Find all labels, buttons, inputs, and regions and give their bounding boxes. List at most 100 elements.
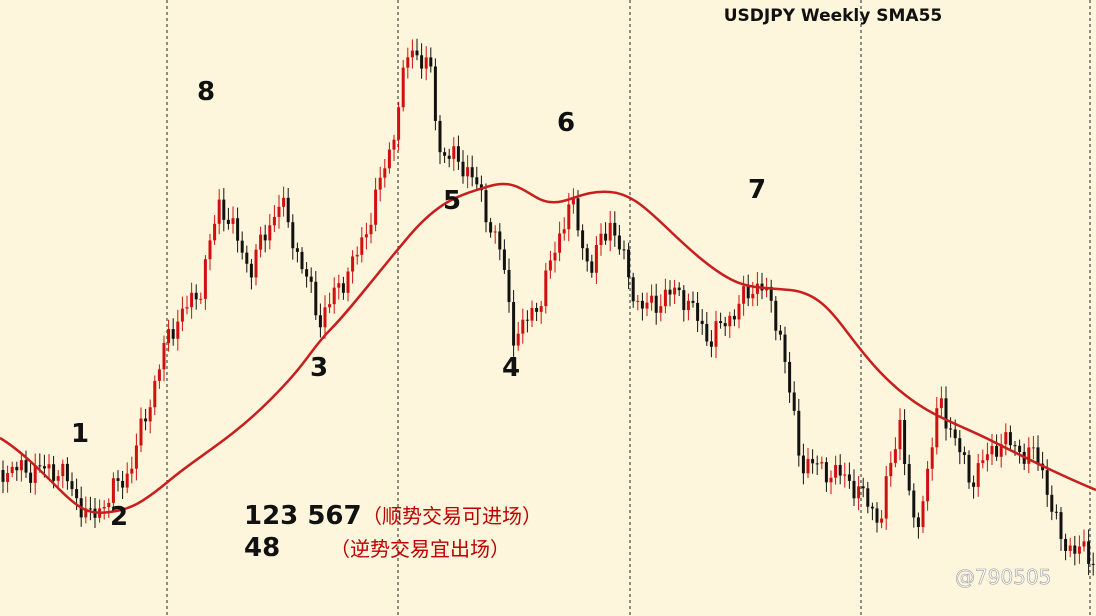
candle-body — [121, 480, 125, 488]
candle-body — [6, 473, 10, 482]
candle-body — [571, 198, 575, 205]
candle-body — [949, 428, 953, 430]
candle-body — [778, 330, 782, 335]
candle-body — [162, 342, 166, 370]
candle-body — [176, 321, 180, 339]
candle-body — [153, 380, 157, 408]
candle-body — [801, 455, 805, 474]
candle-body — [613, 222, 617, 236]
candle-body — [452, 146, 456, 159]
candle-body — [558, 233, 562, 253]
candle-body — [604, 233, 608, 241]
candle-body — [719, 321, 723, 324]
candle-body — [967, 454, 971, 483]
candle-body — [203, 259, 207, 299]
candle-body — [811, 459, 815, 464]
sma55-line — [0, 182, 1096, 514]
candle-body — [1054, 511, 1058, 513]
candle-body — [180, 308, 184, 322]
candle-body — [700, 320, 704, 324]
candle-body — [392, 139, 396, 150]
candle-body — [792, 392, 796, 411]
candle-body — [686, 300, 690, 311]
candle-body — [194, 292, 198, 300]
candle-body — [231, 218, 235, 224]
candle-body — [254, 249, 258, 278]
candle-body — [972, 482, 976, 487]
annotation: 5 — [443, 186, 461, 216]
candle-body — [516, 333, 520, 346]
candle-body — [65, 463, 69, 482]
candle-body — [916, 517, 920, 528]
candle-body — [383, 168, 387, 178]
annotation: 1 — [71, 419, 89, 449]
candle-body — [111, 478, 115, 503]
candle-body — [190, 292, 194, 308]
candle-body — [838, 464, 842, 476]
candle-body — [470, 167, 474, 178]
candle-body — [185, 307, 189, 309]
candle-body — [295, 248, 299, 252]
candle-body — [1059, 512, 1063, 539]
candle-body — [806, 459, 810, 474]
candle-body — [1082, 541, 1086, 547]
legend-note: （逆势交易宜出场） — [330, 537, 510, 561]
candle-body — [746, 286, 750, 299]
candle-body — [1091, 563, 1095, 565]
candle-body — [539, 306, 543, 312]
candle-body — [84, 508, 88, 518]
candle-body — [880, 518, 884, 523]
candle-body — [834, 464, 838, 478]
candle-body — [157, 369, 161, 381]
candle-body — [797, 410, 801, 456]
candle-body — [843, 474, 847, 476]
candle-body — [484, 190, 488, 223]
candle-body — [714, 321, 718, 347]
candle-body — [590, 261, 594, 273]
candle-body — [654, 295, 658, 313]
candle-body — [222, 199, 226, 220]
candle-body — [682, 290, 686, 311]
annotation: 8 — [197, 77, 215, 107]
candle-body — [847, 474, 851, 481]
candle-body — [645, 302, 649, 309]
candle-body — [1018, 445, 1022, 452]
annotation: 3 — [310, 353, 328, 383]
candle-body — [870, 506, 874, 509]
candle-body — [493, 231, 497, 233]
candle-body — [981, 460, 985, 464]
candle-body — [999, 444, 1003, 457]
candle-body — [585, 248, 589, 262]
candle-body — [52, 464, 56, 481]
annotation: 7 — [748, 175, 766, 205]
candle-body — [433, 66, 437, 121]
candle-body — [857, 486, 861, 499]
candle-body — [502, 249, 506, 270]
candle-body — [346, 271, 350, 293]
candle-body — [751, 293, 755, 299]
candle-body — [866, 488, 870, 507]
candle-body — [1050, 494, 1054, 512]
candle-body — [24, 460, 28, 473]
candle-body — [236, 218, 240, 241]
candle-body — [544, 270, 548, 307]
candle-body — [29, 472, 33, 483]
candle-body — [1064, 538, 1068, 551]
candle-body — [42, 466, 46, 469]
candle-body — [213, 223, 217, 241]
candle-body — [33, 465, 37, 483]
candle-body — [144, 418, 148, 422]
candle-body — [663, 289, 667, 307]
candle-body — [829, 477, 833, 483]
candle-body — [852, 480, 856, 499]
candle-body — [677, 287, 681, 291]
candle-body — [926, 468, 930, 502]
candle-body — [774, 300, 778, 331]
candle-body — [769, 286, 773, 301]
candle-body — [723, 323, 727, 327]
candle-body — [277, 206, 281, 217]
candle-body — [815, 463, 819, 465]
candle-body — [958, 438, 962, 453]
candle-body — [387, 149, 391, 169]
candle-body — [594, 245, 598, 273]
